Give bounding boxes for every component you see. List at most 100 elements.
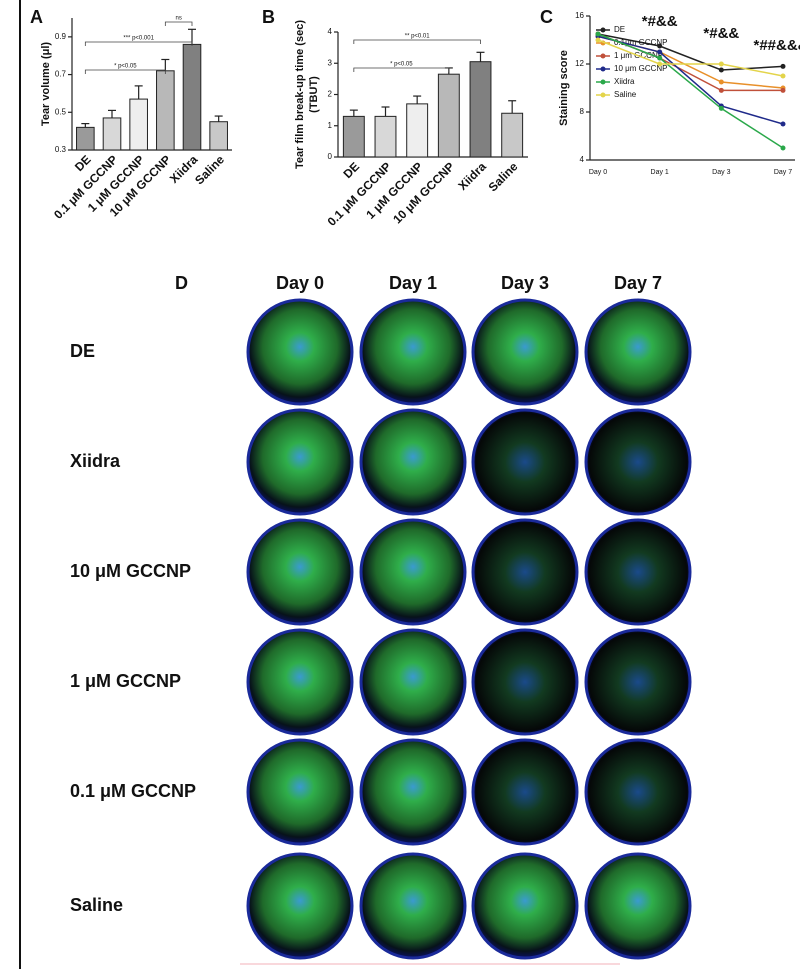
- x-tick-label: Day 3: [712, 169, 730, 176]
- legend-marker: [600, 79, 606, 85]
- y-tick-label: 2: [328, 90, 333, 99]
- bar: [406, 103, 429, 158]
- marker: [718, 67, 724, 73]
- y-axis-label: Tear volume (μl): [40, 42, 52, 126]
- legend-marker: [600, 27, 606, 33]
- bar: [156, 70, 175, 151]
- line: [597, 33, 784, 71]
- marker: [718, 105, 724, 111]
- eye-image: [584, 628, 692, 736]
- row-label: 10 μM GCCNP: [70, 561, 191, 581]
- column-header: Day 7: [614, 273, 662, 293]
- legend-marker: [600, 66, 606, 72]
- bar: [182, 43, 202, 151]
- y-tick-label: 8: [580, 107, 585, 116]
- eye-image: [359, 628, 467, 736]
- eye-image: [246, 518, 354, 626]
- marker: [780, 73, 786, 79]
- bracket: [353, 39, 481, 44]
- marker: [657, 49, 663, 55]
- eye-image: [359, 518, 467, 626]
- eye-image: [471, 298, 579, 406]
- legend-label: 0.1μm GCCNP: [614, 38, 668, 47]
- row-label: Xiidra: [70, 451, 121, 471]
- eye-image: [246, 298, 354, 406]
- y-tick-label: 0: [328, 152, 333, 161]
- eye-image: [359, 852, 467, 960]
- x-tick-label: DE: [341, 159, 363, 181]
- annotation: * p<0.05: [114, 64, 137, 70]
- marker: [595, 31, 601, 37]
- legend-marker: [600, 53, 606, 59]
- marker: [657, 55, 663, 61]
- annotation: *** p<0.001: [123, 36, 154, 42]
- eye-image: [471, 738, 579, 846]
- annotation: * p<0.05: [390, 62, 413, 68]
- y-axis-label: (TBUT): [308, 76, 320, 113]
- eye-image: [471, 852, 579, 960]
- legend-label: DE: [614, 25, 625, 34]
- bracket: [164, 21, 193, 26]
- marker: [657, 43, 663, 49]
- row-label: DE: [70, 341, 95, 361]
- column-header: Day 0: [276, 273, 324, 293]
- y-axis-label: Staining score: [558, 50, 570, 126]
- line: [597, 39, 784, 77]
- y-tick-label: 0.5: [55, 107, 67, 116]
- eye-image: [359, 738, 467, 846]
- bar: [129, 98, 148, 151]
- y-axis-label: Tear film break-up time (sec): [294, 20, 306, 169]
- marker: [780, 121, 786, 127]
- y-tick-label: 0.3: [55, 145, 67, 154]
- bar: [342, 115, 365, 158]
- panel-label: C: [540, 7, 553, 27]
- bracket: [353, 67, 450, 72]
- eye-image: [246, 738, 354, 846]
- y-tick-label: 4: [328, 27, 333, 36]
- x-tick-label: Day 7: [774, 169, 792, 176]
- panel-label: A: [30, 7, 43, 27]
- bracket: [84, 69, 166, 74]
- legend-label: Xiidra: [614, 77, 635, 86]
- row-label: Saline: [70, 895, 123, 915]
- eye-image: [471, 628, 579, 736]
- column-header: Day 3: [501, 273, 549, 293]
- eye-image: [246, 852, 354, 960]
- marker: [780, 87, 786, 93]
- y-tick-label: 4: [580, 155, 585, 164]
- annotation: ns: [175, 16, 181, 22]
- eye-image: [584, 408, 692, 516]
- annotation: ** p<0.01: [405, 34, 431, 40]
- eye-image: [471, 518, 579, 626]
- eye-image: [584, 518, 692, 626]
- marker: [718, 87, 724, 93]
- annotation: *#&&: [703, 25, 739, 42]
- eye-image: [359, 298, 467, 406]
- x-tick-label: Xiidra: [455, 159, 489, 193]
- marker: [595, 37, 601, 43]
- line: [597, 33, 784, 149]
- marker: [718, 79, 724, 85]
- legend-label: Saline: [614, 90, 637, 99]
- bar: [209, 121, 228, 151]
- marker: [657, 61, 663, 67]
- bar: [469, 61, 492, 158]
- bar: [102, 117, 122, 151]
- y-tick-label: 16: [575, 11, 584, 20]
- marker: [780, 63, 786, 69]
- eye-image: [584, 852, 692, 960]
- row-label: 1 μM GCCNP: [70, 671, 181, 691]
- panel-label: B: [262, 7, 275, 27]
- y-tick-label: 12: [575, 59, 584, 68]
- y-tick-label: 0.9: [55, 32, 67, 41]
- eye-image: [584, 298, 692, 406]
- y-tick-label: 3: [328, 58, 333, 67]
- legend-marker: [600, 92, 606, 98]
- row-label: 0.1 μM GCCNP: [70, 781, 196, 801]
- bar: [76, 126, 95, 151]
- bracket: [84, 41, 193, 46]
- x-tick-label: Saline: [486, 159, 521, 194]
- marker: [780, 145, 786, 151]
- bar: [501, 112, 524, 158]
